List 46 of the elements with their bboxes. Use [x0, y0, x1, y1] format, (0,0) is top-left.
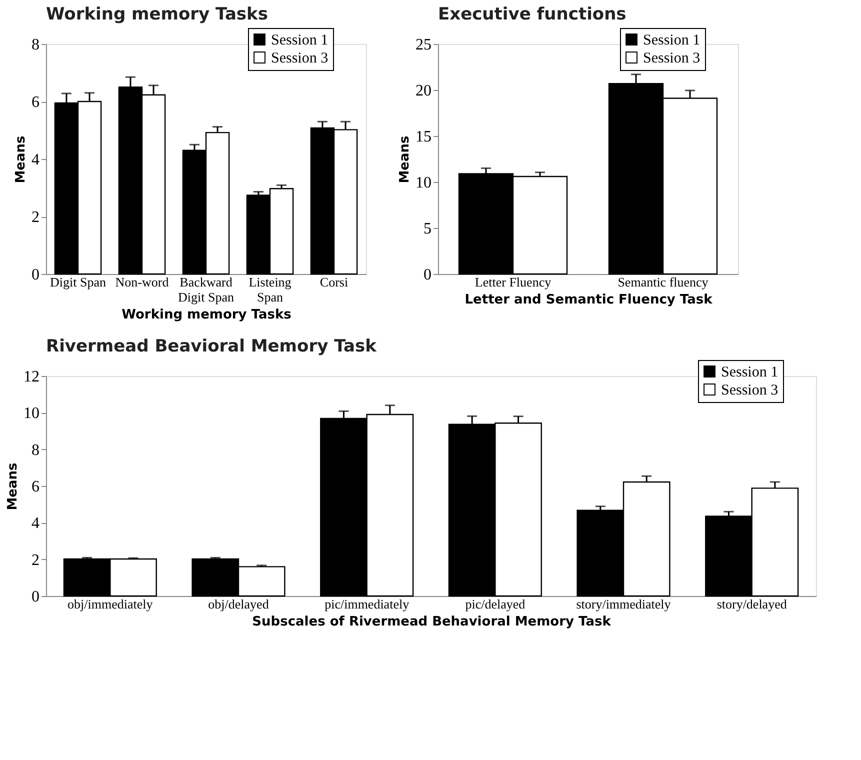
x-axis-title: Letter and Semantic Fluency Task — [464, 292, 713, 308]
y-tick-label: 6 — [32, 94, 40, 111]
x-tick-label: story/immediately — [576, 596, 672, 612]
legend-label: Session 1 — [271, 32, 328, 48]
y-tick-label: 10 — [24, 405, 40, 422]
legend-label: Session 1 — [721, 364, 778, 380]
x-tick-label: Listeing Span — [248, 274, 292, 304]
y-tick-label: 0 — [32, 588, 40, 606]
x-tick-label: obj/delayed — [208, 596, 270, 612]
y-tick-label: 2 — [32, 209, 40, 226]
y-axis-title: Means — [14, 135, 28, 184]
y-tick-label: 0 — [424, 266, 432, 284]
x-tick-label: pic/delayed — [465, 596, 526, 612]
x-tick-label: story/delayed — [716, 596, 788, 612]
chart-title: Executive functions — [438, 4, 626, 24]
y-tick-label: 0 — [32, 266, 40, 284]
chart-title: Working memory Tasks — [46, 4, 268, 24]
x-tick-label: Semantic fluency — [618, 274, 709, 290]
x-tick-label: obj/immediately — [68, 596, 154, 612]
y-tick-label: 15 — [416, 128, 432, 146]
y-tick-label: 8 — [32, 36, 40, 54]
x-axis-title: Subscales of Rivermead Behavioral Memory Task — [252, 614, 612, 630]
legend-label: Session 3 — [271, 50, 328, 66]
y-tick-label: 25 — [416, 36, 432, 54]
x-tick-label: Digit Span — [50, 274, 106, 290]
legend-label: Session 1 — [643, 32, 700, 48]
y-tick-label: 4 — [32, 515, 40, 532]
y-axis-title: Means — [6, 462, 20, 510]
y-tick-label: 20 — [416, 82, 432, 100]
chart-title: Rivermead Beavioral Memory Task — [46, 336, 378, 356]
y-tick-label: 8 — [32, 442, 40, 459]
y-tick-label: 6 — [32, 478, 40, 496]
y-axis-title: Means — [398, 135, 412, 184]
y-tick-label: 2 — [32, 552, 40, 569]
y-tick-label: 10 — [416, 174, 432, 192]
x-axis-title: Working memory Tasks — [122, 308, 292, 322]
x-tick-label: Letter Fluency — [474, 274, 552, 290]
x-tick-label: Non-word — [115, 274, 170, 290]
y-tick-label: 4 — [32, 152, 40, 168]
x-tick-label: Backward Digit Span — [178, 274, 234, 304]
y-tick-label: 12 — [24, 368, 40, 386]
x-tick-label: pic/immediately — [324, 596, 410, 612]
x-tick-label: Corsi — [320, 274, 348, 290]
y-tick-label: 5 — [424, 220, 432, 238]
legend-label: Session 3 — [643, 50, 700, 66]
legend-label: Session 3 — [721, 382, 778, 398]
